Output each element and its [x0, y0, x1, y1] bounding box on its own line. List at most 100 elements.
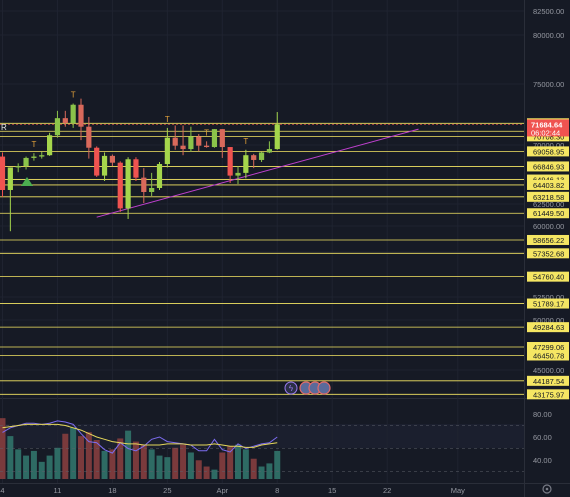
volume-bar [109, 449, 116, 479]
time-axis-label: 18 [108, 486, 116, 495]
time-axis-label: 22 [383, 486, 391, 495]
signal-marker-partial: R [1, 123, 7, 132]
time-axis-label: 4 [0, 486, 4, 495]
current-price-tag [527, 119, 569, 137]
volume-bar [23, 455, 30, 479]
time-axis-label: 11 [54, 486, 62, 495]
lightning-glyph: ϟ [289, 384, 294, 393]
candle-body[interactable] [219, 129, 225, 148]
price-level-label: 70708.30 [533, 132, 564, 141]
signal-marker: T [243, 137, 248, 146]
volume-bar [148, 449, 155, 479]
signal-marker: T [165, 115, 170, 124]
candle-body[interactable] [54, 118, 61, 136]
candle-body[interactable] [266, 149, 272, 153]
price-level-label: 57352.68 [533, 249, 564, 258]
candle-body[interactable] [62, 118, 68, 124]
price-level-tag [527, 322, 569, 333]
price-level-tag [527, 234, 569, 245]
volume-bar [70, 427, 77, 479]
volume-bar [219, 452, 226, 479]
time-axis-label: 25 [163, 486, 171, 495]
candle-body[interactable] [164, 137, 170, 165]
candle-body[interactable] [23, 157, 29, 167]
candle-body[interactable] [101, 155, 108, 176]
lightning-event-icon[interactable] [284, 381, 298, 395]
volume-bar [195, 460, 202, 479]
candle-body[interactable] [47, 135, 53, 156]
candle-body[interactable] [133, 159, 139, 178]
volume-bar [62, 433, 69, 479]
volume-bar [203, 466, 210, 479]
candle-body[interactable] [180, 145, 186, 150]
price-axis-label: 80000.00 [533, 31, 564, 40]
candle-body[interactable] [172, 137, 178, 146]
volume-bar [85, 432, 92, 479]
volume-bar [30, 450, 37, 479]
candle-body[interactable] [70, 104, 76, 124]
time-axis-label: Apr [216, 486, 228, 495]
candle-body[interactable] [196, 136, 202, 146]
price-level-label: 49284.63 [533, 323, 564, 332]
volume-bar [132, 441, 139, 479]
volume-bar [15, 449, 22, 479]
candle-body[interactable] [94, 147, 100, 176]
signal-marker: T [204, 128, 209, 137]
price-level-label: 46450.78 [533, 351, 564, 360]
candle-body[interactable] [39, 155, 45, 157]
candle-body[interactable] [251, 155, 257, 160]
event-markers[interactable]: ϟ [284, 381, 331, 395]
candle-body[interactable] [78, 104, 84, 127]
price-axis-label: 52500.00 [533, 293, 564, 302]
price-level-tag [527, 271, 569, 282]
signal-marker: T [31, 140, 36, 149]
candle-body[interactable] [211, 129, 218, 148]
trendline[interactable] [96, 128, 419, 218]
candle-body[interactable] [204, 145, 210, 148]
buy-signal-arrow [21, 177, 33, 186]
price-level-tag [527, 248, 569, 259]
candle-body[interactable] [7, 167, 13, 190]
rsi-axis-label: 40.00 [533, 456, 552, 465]
price-level-tag [527, 389, 569, 400]
news-event-icon[interactable] [317, 381, 331, 395]
price-axis-label: 50000.00 [533, 316, 564, 325]
price-level-tag [527, 375, 569, 386]
price-level-label: 66846.93 [533, 162, 564, 171]
volume-bar [156, 455, 163, 479]
candle-body[interactable] [156, 164, 163, 188]
candle-body[interactable] [258, 152, 265, 160]
price-axis-label: 70000.00 [533, 141, 564, 150]
volume-bar [172, 447, 179, 479]
candle-body[interactable] [235, 172, 241, 176]
rsi-axis-label: 80.00 [533, 410, 552, 419]
rsi-moving-average-line [2, 423, 278, 448]
candle-body[interactable] [117, 162, 123, 209]
candle-body[interactable] [188, 136, 194, 150]
price-axis-label: 75000.00 [533, 80, 564, 89]
volume-bar [140, 444, 147, 479]
candle-body[interactable] [274, 124, 280, 150]
price-level-label: 63218.58 [533, 193, 564, 202]
time-axis-label: May [451, 486, 465, 495]
candle-body[interactable] [86, 126, 92, 148]
candle-body[interactable] [243, 155, 249, 173]
price-level-label: 61449.50 [533, 209, 564, 218]
time-axis-label: 15 [328, 486, 336, 495]
candle-body[interactable] [149, 188, 155, 192]
candle-body[interactable] [15, 166, 21, 168]
candle-body[interactable] [141, 177, 147, 192]
candle-body[interactable] [109, 155, 115, 163]
candle-body[interactable] [227, 147, 233, 176]
price-level-label: 58656.22 [533, 236, 564, 245]
candle-body[interactable] [31, 156, 37, 158]
volume-bar [117, 438, 124, 479]
settings-gear-icon[interactable] [542, 484, 552, 494]
candle-body[interactable] [0, 156, 6, 190]
volume-bar [93, 440, 100, 479]
candle-body[interactable] [125, 159, 131, 209]
price-axis-label: 60000.00 [533, 222, 564, 231]
signal-marker: T [71, 91, 76, 100]
volume-bar [187, 452, 194, 479]
